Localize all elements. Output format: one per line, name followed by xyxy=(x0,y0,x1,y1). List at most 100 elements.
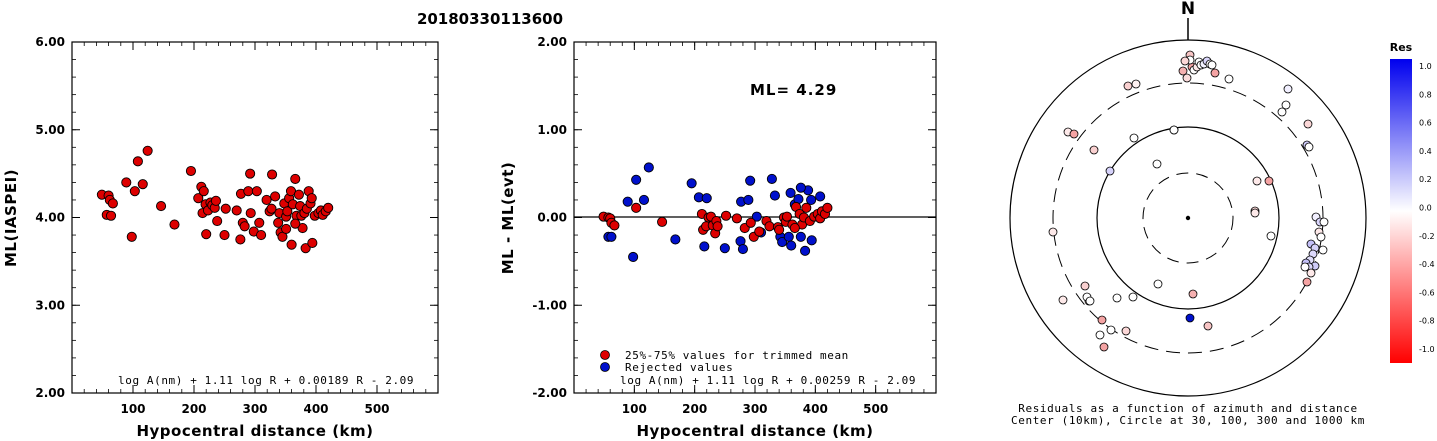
colorbar-label: 0.6 xyxy=(1419,119,1432,128)
rejected-point xyxy=(631,174,642,185)
plot-frame xyxy=(71,41,439,394)
used-point xyxy=(609,220,620,231)
station-marker xyxy=(1224,74,1234,84)
used-point xyxy=(754,226,765,237)
used-point xyxy=(764,221,775,232)
data-point xyxy=(307,237,318,248)
x-tick-labels: 100 200 300 400 500 xyxy=(120,402,389,416)
data-point xyxy=(129,186,140,197)
colorbar-label: -0.4 xyxy=(1419,260,1435,269)
rejected-point xyxy=(737,244,748,255)
station-marker xyxy=(1210,68,1220,78)
station-marker xyxy=(1099,342,1109,352)
rejected-point xyxy=(795,231,806,242)
station-marker xyxy=(1152,159,1162,169)
x-tick-label: 500 xyxy=(364,402,389,416)
data-point xyxy=(297,222,308,234)
x-tick-label: 300 xyxy=(242,402,267,416)
y-tick-label: -1.00 xyxy=(532,298,567,312)
rejected-point xyxy=(783,231,794,242)
station-markers xyxy=(1048,50,1329,352)
colorbar-label: -0.2 xyxy=(1419,232,1435,241)
data-point xyxy=(290,218,301,229)
x-tick-label: 200 xyxy=(682,402,707,416)
data-point xyxy=(235,234,246,245)
used-point xyxy=(822,202,833,213)
y-axis-label: ML(IASPEI) xyxy=(2,169,20,267)
rejected-point xyxy=(622,196,633,207)
rejected-point xyxy=(806,235,817,246)
used-point xyxy=(712,221,723,232)
x-tick-label: 100 xyxy=(622,402,647,416)
data-point xyxy=(243,186,254,197)
station-marker xyxy=(1085,296,1095,306)
y-tick-label: 6.00 xyxy=(35,35,65,49)
rejected-point xyxy=(606,231,617,242)
legend-marker-rejected xyxy=(600,362,610,372)
y-tick-label: 2.00 xyxy=(35,386,65,400)
y-axis-label: ML - ML(evt) xyxy=(499,162,517,274)
station-marker xyxy=(1250,208,1260,218)
used-point xyxy=(774,224,785,235)
used-point xyxy=(720,210,732,221)
station-marker xyxy=(1252,176,1262,186)
data-point xyxy=(126,231,137,242)
rejected-point xyxy=(643,162,654,173)
data-point xyxy=(210,195,222,206)
rejected-point xyxy=(670,234,681,245)
data-point xyxy=(132,156,143,167)
station-marker xyxy=(1185,313,1195,323)
rejected-point xyxy=(743,194,754,205)
station-marker xyxy=(1178,66,1188,76)
used-point xyxy=(731,213,742,224)
station-marker xyxy=(1319,217,1329,227)
x-tick-label: 200 xyxy=(181,402,206,416)
station-marker xyxy=(1121,326,1131,336)
x-axis-label: Hypocentral distance (km) xyxy=(636,422,873,440)
station-marker xyxy=(1300,262,1310,272)
station-marker xyxy=(1303,119,1313,129)
used-point xyxy=(657,216,668,227)
data-point xyxy=(256,229,267,241)
data-point xyxy=(245,208,256,219)
ml-annotation: ML= 4.29 xyxy=(750,81,837,99)
y-tick-label: 5.00 xyxy=(35,123,65,137)
station-marker xyxy=(1095,330,1105,340)
data-point xyxy=(137,179,148,190)
colorbar-label: 0.2 xyxy=(1419,175,1432,184)
station-marker xyxy=(1264,176,1274,186)
data-point xyxy=(142,145,153,156)
data-point xyxy=(201,229,212,240)
ring-1000km xyxy=(1009,39,1367,397)
rejected-point xyxy=(766,173,777,184)
rejected-point xyxy=(777,237,788,248)
used-point xyxy=(801,202,812,213)
station-marker xyxy=(1112,293,1122,303)
station-marker xyxy=(1266,231,1276,241)
y-tick-label: 4.00 xyxy=(35,211,65,225)
polar-caption-line2: Center (10km), Circle at 30, 100, 300 an… xyxy=(1011,414,1365,427)
rejected-point xyxy=(638,194,650,205)
tick-marks xyxy=(573,41,937,394)
colorbar-label: 0.0 xyxy=(1419,204,1432,213)
station-marker xyxy=(1128,292,1138,302)
formula-text: log A(nm) + 1.11 log R + 0.00259 R - 2.0… xyxy=(620,374,916,387)
data-point xyxy=(185,165,196,177)
page-title: 20180330113600 xyxy=(417,10,563,28)
x-tick-labels: 100 200 300 400 500 xyxy=(622,402,888,416)
rejected-point xyxy=(751,211,762,222)
data-point xyxy=(169,219,180,230)
rejected-point xyxy=(806,194,817,205)
rejected-point xyxy=(815,191,826,202)
colorbar-label: -0.8 xyxy=(1419,317,1435,326)
data-point xyxy=(193,193,204,204)
rejected-point xyxy=(628,251,639,263)
station-marker xyxy=(1277,107,1287,117)
station-marker xyxy=(1169,125,1179,135)
used-point xyxy=(745,217,756,228)
station-marker xyxy=(1153,279,1163,289)
data-point xyxy=(282,206,293,217)
data-point xyxy=(273,217,284,228)
station-marker xyxy=(1123,81,1133,91)
station-marker xyxy=(1058,295,1068,305)
